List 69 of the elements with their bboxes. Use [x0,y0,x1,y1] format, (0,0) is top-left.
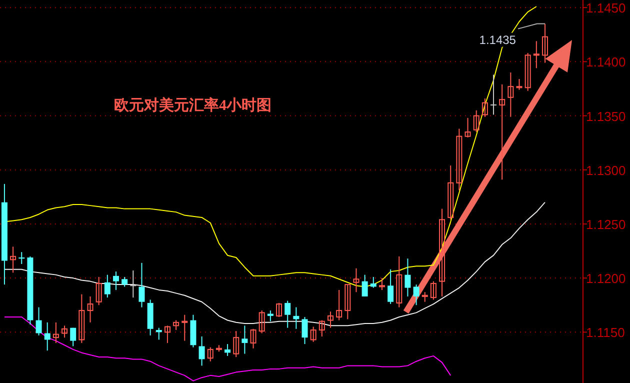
candlestick [413,284,420,306]
candlestick [182,314,188,342]
candlestick [516,78,522,90]
candlestick [164,325,170,344]
candlestick [156,327,162,340]
candlestick [10,246,16,274]
candlestick [267,310,274,322]
y-tick-label: 1.1150 [586,325,625,340]
candlestick [310,326,316,342]
candlestick [62,325,68,338]
candlestick [422,292,428,302]
candlestick [293,306,300,330]
line-series [4,316,452,382]
candlestick [439,208,446,297]
candlestick [378,278,385,290]
candlestick [52,322,59,344]
candlestick [344,284,351,320]
y-tick-label: 1.1300 [586,162,626,178]
candlestick [138,262,145,308]
candlestick [78,294,85,344]
candlestick [130,270,137,298]
candlestick [318,320,325,337]
candlestick [482,98,488,118]
candlestick [113,271,119,290]
candlestick [207,346,214,362]
candlestick [36,306,42,336]
candlestick [353,268,360,293]
y-tick-label: 1.1250 [586,216,626,232]
text: 欧元对美元汇率4小时图 [114,96,272,114]
y-tick-label: 1.1400 [586,54,626,70]
candlestick [198,336,205,366]
candlestick [448,165,454,220]
candlestick [104,274,110,298]
candlestick [224,344,231,356]
candlestick [242,325,248,354]
candlestick [96,276,102,306]
candlestick [388,268,394,305]
candlestick [173,320,180,330]
y-tick-label: 1.1450 [586,0,626,16]
candlestick [430,280,436,300]
candlestick [490,74,498,116]
candlestick [508,72,514,118]
candlestick [122,276,128,288]
candlestick [276,302,282,318]
candlestick [336,289,342,321]
candlestick [44,322,50,352]
candlestick [473,110,480,132]
candlestick [456,128,462,191]
candlestick [404,258,411,297]
candlestick [464,117,471,138]
candlestick [499,84,506,180]
candlestick [362,274,368,297]
candlestick [327,311,334,328]
candlestick [533,40,540,69]
candlestick [18,252,25,264]
candlestick [70,327,76,347]
candlestick [284,300,291,328]
candlestick [258,310,265,334]
candlestick [542,23,548,64]
candlestick [250,328,256,349]
y-tick-label: 1.1350 [586,108,626,124]
annotation: 1.1435 [479,32,516,47]
y-tick-label: 1.1200 [586,271,626,286]
candlestick [396,256,402,308]
candlestick [233,330,240,358]
candlestick [87,296,94,323]
candlestick [370,276,376,288]
candlestick [524,52,531,92]
candlestick [302,316,308,345]
